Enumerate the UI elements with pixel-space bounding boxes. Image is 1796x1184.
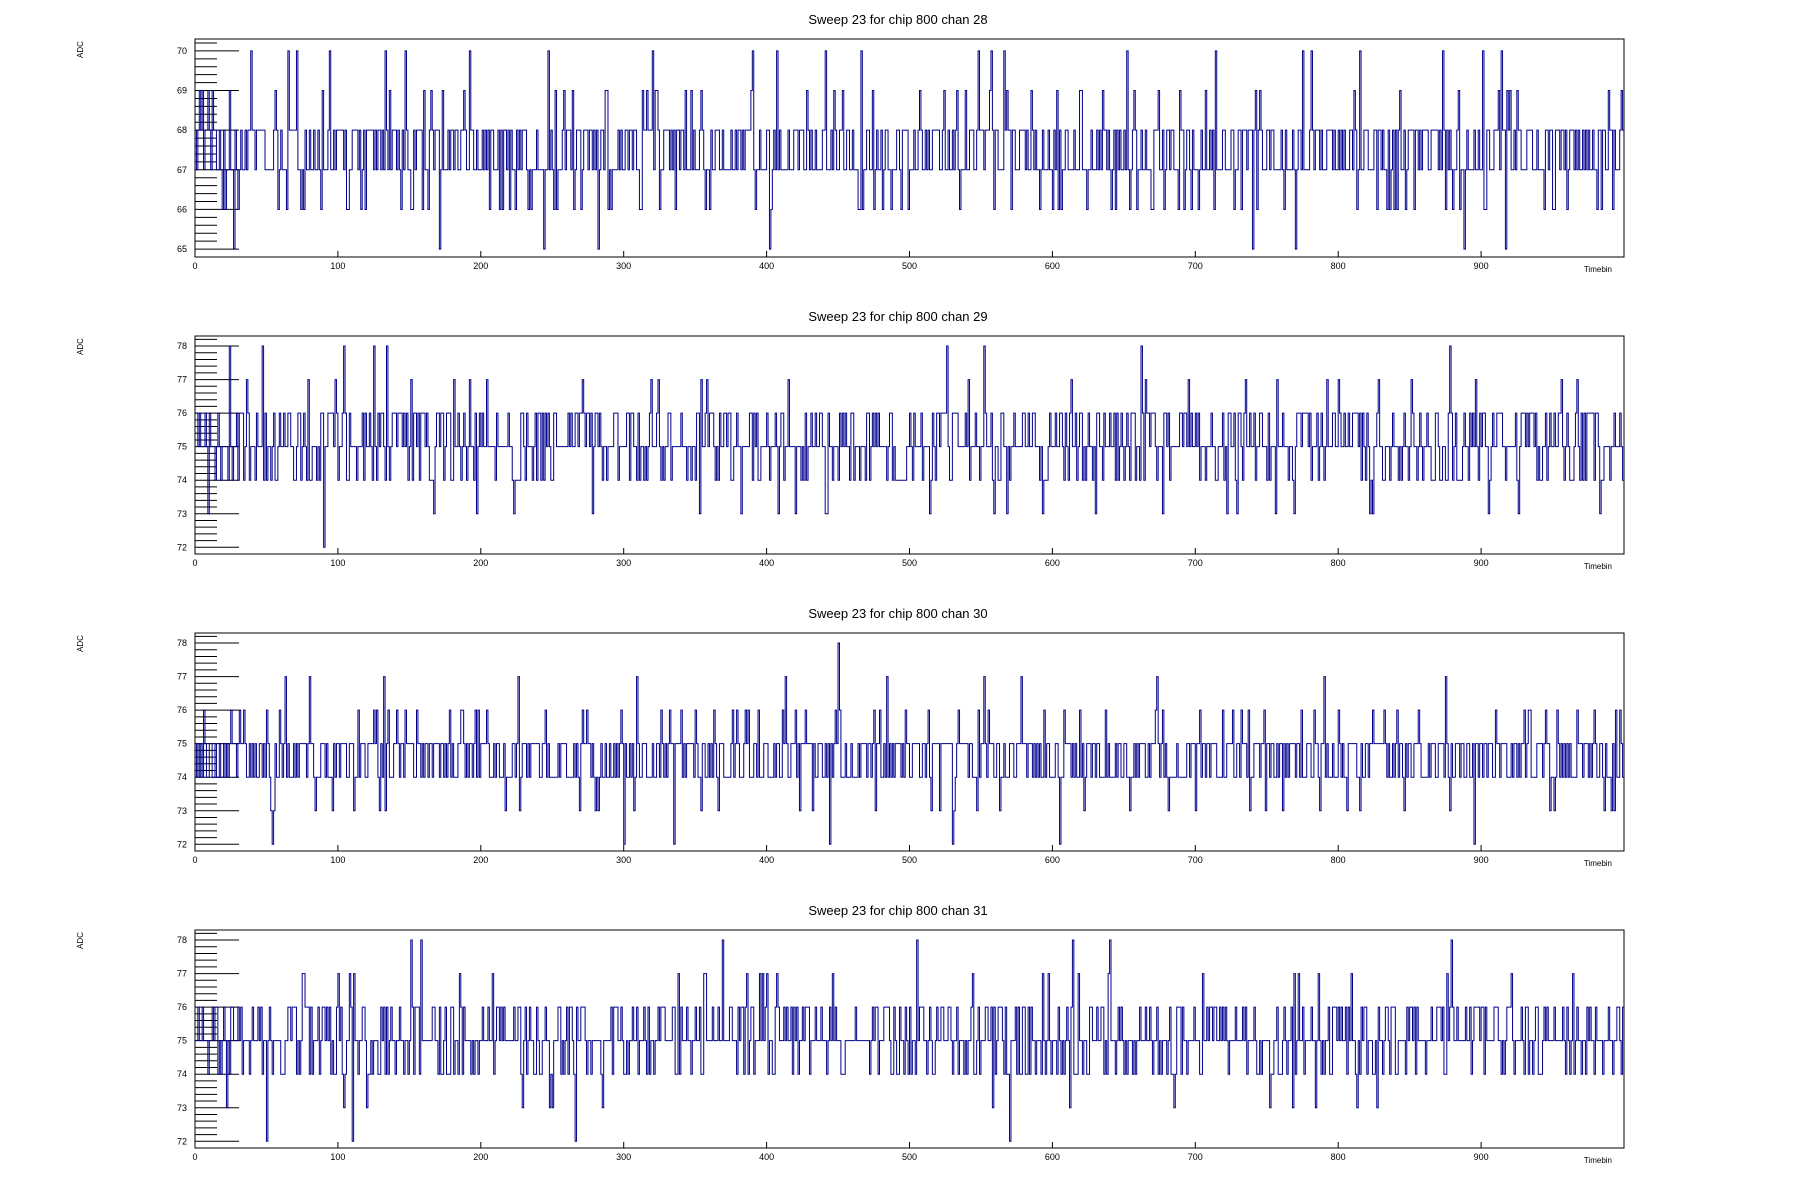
x-tick-label: 400 — [759, 855, 774, 865]
adc-series-line — [195, 642, 1624, 845]
x-tick-label: 200 — [473, 261, 488, 271]
x-tick-label: 900 — [1474, 261, 1489, 271]
y-tick-label: 76 — [177, 1002, 187, 1012]
x-tick-label: 500 — [902, 855, 917, 865]
x-tick-label: 700 — [1188, 558, 1203, 568]
x-tick-label: 100 — [330, 261, 345, 271]
x-tick-label: 800 — [1331, 558, 1346, 568]
x-tick-label: 800 — [1331, 1152, 1346, 1162]
x-tick-label: 100 — [330, 855, 345, 865]
plot-area: 72 73 74 75 76 77 78 0 100 200 300 400 500 600 700 800 9… — [177, 335, 1625, 568]
plot-frame — [194, 632, 1625, 852]
x-tick-label: 900 — [1474, 558, 1489, 568]
x-axis-label: Timebin — [1583, 562, 1612, 571]
y-tick-label: 69 — [177, 86, 187, 96]
chart-panel: Sweep 23 for chip 800 chan 31 ADC Timebin 7… — [0, 891, 1796, 1184]
x-tick-label: 300 — [616, 855, 631, 865]
y-tick-label: 76 — [177, 408, 187, 418]
x-axis-label: Timebin — [1583, 1156, 1612, 1165]
chart-title: Sweep 23 for chip 800 chan 28 — [808, 12, 988, 27]
x-tick-label: 200 — [473, 855, 488, 865]
x-tick-label: 900 — [1474, 1152, 1489, 1162]
x-tick-label: 0 — [192, 261, 197, 271]
y-tick-label: 70 — [177, 46, 187, 56]
plot-frame — [194, 38, 1625, 258]
x-tick-label: 500 — [902, 558, 917, 568]
adc-series-line — [195, 939, 1624, 1142]
y-tick-label: 72 — [177, 839, 187, 849]
y-tick-label: 76 — [177, 705, 187, 715]
x-tick-label: 800 — [1331, 855, 1346, 865]
y-tick-label: 73 — [177, 806, 187, 816]
x-tick-label: 700 — [1188, 855, 1203, 865]
x-tick-label: 400 — [759, 558, 774, 568]
x-tick-label: 600 — [1045, 558, 1060, 568]
x-axis-label: Timebin — [1583, 859, 1612, 868]
x-tick-label: 500 — [902, 261, 917, 271]
x-tick-label: 100 — [330, 1152, 345, 1162]
x-tick-label: 0 — [192, 558, 197, 568]
x-tick-label: 700 — [1188, 261, 1203, 271]
y-tick-label: 73 — [177, 1103, 187, 1113]
y-tick-label: 74 — [177, 772, 187, 782]
chart-panel: Sweep 23 for chip 800 chan 28 ADC Timebin 6… — [0, 0, 1796, 293]
x-tick-label: 300 — [616, 1152, 631, 1162]
adc-series-line — [195, 50, 1624, 250]
y-tick-label: 77 — [177, 969, 187, 979]
y-tick-label: 75 — [177, 442, 187, 452]
y-tick-label: 77 — [177, 375, 187, 385]
y-tick-label: 72 — [177, 1136, 187, 1146]
x-tick-label: 400 — [759, 1152, 774, 1162]
plot-area: 72 73 74 75 76 77 78 0 100 200 300 400 500 600 700 800 9… — [177, 632, 1625, 865]
x-tick-label: 200 — [473, 558, 488, 568]
chart-title: Sweep 23 for chip 800 chan 30 — [808, 606, 988, 621]
y-tick-label: 73 — [177, 509, 187, 519]
x-tick-label: 0 — [192, 1152, 197, 1162]
y-tick-label: 78 — [177, 638, 187, 648]
x-tick-label: 0 — [192, 855, 197, 865]
chart-panel: Sweep 23 for chip 800 chan 29 ADC Timebin 7… — [0, 297, 1796, 590]
x-tick-label: 300 — [616, 558, 631, 568]
y-tick-label: 67 — [177, 165, 187, 175]
x-tick-label: 600 — [1045, 1152, 1060, 1162]
plot-area: 72 73 74 75 76 77 78 0 100 200 300 400 500 600 700 800 9… — [177, 929, 1625, 1162]
x-tick-label: 700 — [1188, 1152, 1203, 1162]
y-tick-label: 72 — [177, 542, 187, 552]
x-axis-label: Timebin — [1583, 265, 1612, 274]
chart-title: Sweep 23 for chip 800 chan 29 — [808, 309, 988, 324]
x-tick-label: 400 — [759, 261, 774, 271]
y-tick-label: 77 — [177, 672, 187, 682]
x-tick-label: 300 — [616, 261, 631, 271]
x-tick-label: 600 — [1045, 261, 1060, 271]
chart-title: Sweep 23 for chip 800 chan 31 — [808, 903, 988, 918]
y-tick-label: 75 — [177, 739, 187, 749]
x-tick-label: 200 — [473, 1152, 488, 1162]
x-tick-label: 800 — [1331, 261, 1346, 271]
y-tick-label: 68 — [177, 125, 187, 135]
x-tick-label: 500 — [902, 1152, 917, 1162]
y-tick-label: 78 — [177, 935, 187, 945]
y-tick-label: 74 — [177, 475, 187, 485]
x-tick-label: 600 — [1045, 855, 1060, 865]
y-tick-label: 75 — [177, 1036, 187, 1046]
y-tick-label: 65 — [177, 244, 187, 254]
x-tick-label: 100 — [330, 558, 345, 568]
y-tick-label: 74 — [177, 1069, 187, 1079]
x-tick-label: 900 — [1474, 855, 1489, 865]
y-tick-label: 66 — [177, 204, 187, 214]
adc-series-line — [195, 345, 1624, 548]
y-tick-label: 78 — [177, 341, 187, 351]
chart-panel: Sweep 23 for chip 800 chan 30 ADC Timebin 7… — [0, 594, 1796, 887]
